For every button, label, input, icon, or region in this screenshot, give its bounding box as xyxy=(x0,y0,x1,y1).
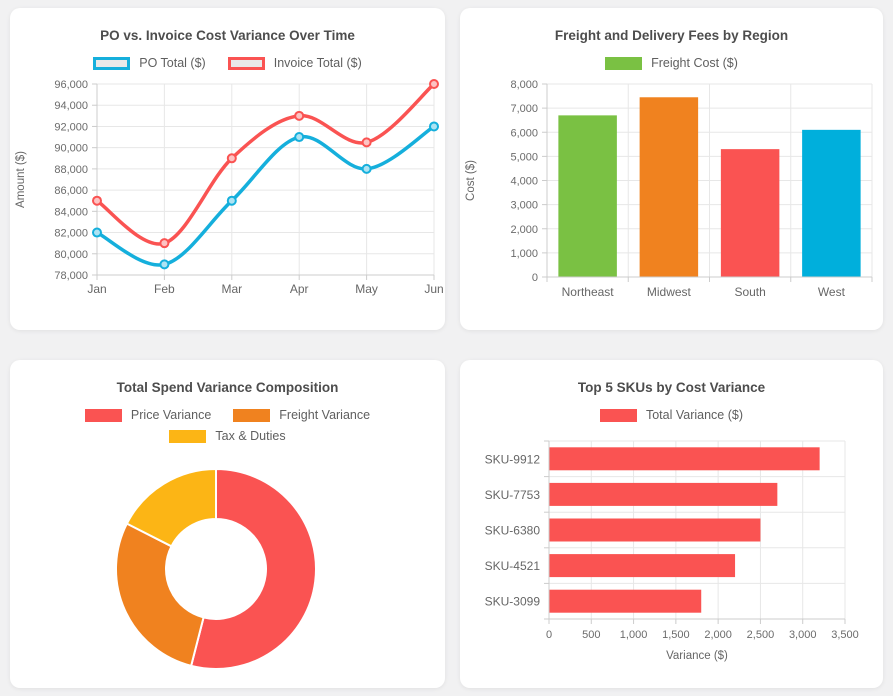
svg-text:8,000: 8,000 xyxy=(510,79,538,91)
bar-chart-canvas[interactable]: 0 1,000 2,000 3,000 4,000 5,000 6,000 7,000 8,00… xyxy=(460,76,883,316)
legend-item-tax-duties[interactable]: Tax & Duties xyxy=(169,429,286,443)
svg-text:82,000: 82,000 xyxy=(54,228,88,240)
card-spend-variance-composition: Total Spend Variance Composition Price V… xyxy=(10,360,445,688)
donut-chart-canvas[interactable] xyxy=(10,449,445,677)
svg-text:Feb: Feb xyxy=(154,282,175,296)
svg-text:SKU-9912: SKU-9912 xyxy=(485,452,541,466)
svg-text:Midwest: Midwest xyxy=(647,285,692,299)
svg-text:6,000: 6,000 xyxy=(510,127,538,139)
card-top-skus-variance: Top 5 SKUs by Cost Variance Total Varian… xyxy=(460,360,883,688)
legend-label: Freight Variance xyxy=(279,408,371,422)
legend-item-invoice-total[interactable]: Invoice Total ($) xyxy=(227,56,362,70)
svg-text:May: May xyxy=(355,282,378,296)
svg-text:Northeast: Northeast xyxy=(562,285,615,299)
svg-text:88,000: 88,000 xyxy=(54,164,88,176)
svg-text:Variance ($): Variance ($) xyxy=(666,650,728,662)
legend-swatch-po-total xyxy=(93,57,131,70)
legend-label: Invoice Total ($) xyxy=(273,56,362,70)
hbar-chart-canvas[interactable]: 0 500 1,000 1,500 2,000 2,500 3,000 3,500 SKU-99… xyxy=(460,428,883,682)
hbar-chart-legend: Total Variance ($) xyxy=(599,408,744,422)
svg-text:Cost ($): Cost ($) xyxy=(465,160,477,201)
svg-text:7,000: 7,000 xyxy=(510,103,538,115)
svg-text:500: 500 xyxy=(582,629,600,641)
svg-text:96,000: 96,000 xyxy=(54,79,88,91)
svg-text:84,000: 84,000 xyxy=(54,206,88,218)
svg-text:1,000: 1,000 xyxy=(620,629,648,641)
svg-text:0: 0 xyxy=(546,629,552,641)
donut-chart-legend: Price Variance Freight Variance Tax & Duti… xyxy=(53,409,403,443)
legend-swatch-price-variance xyxy=(84,409,122,422)
svg-text:2,000: 2,000 xyxy=(510,224,538,236)
line-chart-canvas[interactable]: 78,000 80,000 82,000 84,000 86,000 88,000 90,0… xyxy=(10,76,445,316)
legend-item-price-variance[interactable]: Price Variance xyxy=(84,408,212,422)
svg-text:SKU-6380: SKU-6380 xyxy=(485,524,541,538)
svg-text:West: West xyxy=(818,285,846,299)
line-chart-title: PO vs. Invoice Cost Variance Over Time xyxy=(100,28,355,43)
svg-text:3,000: 3,000 xyxy=(510,200,538,212)
legend-label: Tax & Duties xyxy=(215,429,286,443)
card-freight-by-region: Freight and Delivery Fees by Region Frei… xyxy=(460,8,883,330)
svg-text:Amount ($): Amount ($) xyxy=(15,151,27,208)
svg-text:1,000: 1,000 xyxy=(510,248,538,260)
svg-text:Jun: Jun xyxy=(424,282,443,296)
svg-text:2,500: 2,500 xyxy=(747,629,775,641)
svg-text:80,000: 80,000 xyxy=(54,249,88,261)
legend-swatch-freight-variance xyxy=(233,409,271,422)
svg-text:Jan: Jan xyxy=(87,282,106,296)
legend-item-freight-cost[interactable]: Freight Cost ($) xyxy=(605,57,738,70)
svg-text:SKU-3099: SKU-3099 xyxy=(485,595,541,609)
svg-text:5,000: 5,000 xyxy=(510,151,538,163)
svg-text:SKU-7753: SKU-7753 xyxy=(485,488,541,502)
svg-text:86,000: 86,000 xyxy=(54,185,88,197)
legend-label: Price Variance xyxy=(130,408,212,422)
svg-text:1,500: 1,500 xyxy=(662,629,690,641)
svg-text:3,500: 3,500 xyxy=(831,629,859,641)
legend-label: Freight Cost ($) xyxy=(651,56,738,70)
bar-chart-title: Freight and Delivery Fees by Region xyxy=(554,28,789,43)
line-chart-legend: PO Total ($) Invoice Total ($) xyxy=(93,56,362,70)
svg-text:78,000: 78,000 xyxy=(54,270,88,282)
svg-text:3,000: 3,000 xyxy=(789,629,817,641)
legend-swatch-freight-cost xyxy=(605,57,643,70)
svg-text:South: South xyxy=(734,285,765,299)
svg-text:2,000: 2,000 xyxy=(704,629,732,641)
svg-text:4,000: 4,000 xyxy=(510,176,538,188)
svg-text:Apr: Apr xyxy=(290,282,309,296)
hbar-chart-title: Top 5 SKUs by Cost Variance xyxy=(577,380,766,395)
bar-chart-legend: Freight Cost ($) xyxy=(605,57,738,70)
legend-swatch-invoice-total xyxy=(227,57,265,70)
svg-text:94,000: 94,000 xyxy=(54,100,88,112)
donut-chart-title: Total Spend Variance Composition xyxy=(116,380,339,395)
legend-label: Total Variance ($) xyxy=(645,408,744,422)
svg-text:90,000: 90,000 xyxy=(54,143,88,155)
svg-text:92,000: 92,000 xyxy=(54,121,88,133)
legend-item-total-variance[interactable]: Total Variance ($) xyxy=(599,408,744,422)
svg-text:SKU-4521: SKU-4521 xyxy=(485,559,541,573)
legend-swatch-total-variance xyxy=(599,409,637,422)
card-po-invoice-variance: PO vs. Invoice Cost Variance Over Time P… xyxy=(10,8,445,330)
legend-label: PO Total ($) xyxy=(139,56,206,70)
legend-item-po-total[interactable]: PO Total ($) xyxy=(93,56,206,70)
legend-swatch-tax-duties xyxy=(169,430,207,443)
svg-text:Mar: Mar xyxy=(221,282,242,296)
legend-item-freight-variance[interactable]: Freight Variance xyxy=(233,409,370,422)
svg-text:0: 0 xyxy=(532,272,538,284)
